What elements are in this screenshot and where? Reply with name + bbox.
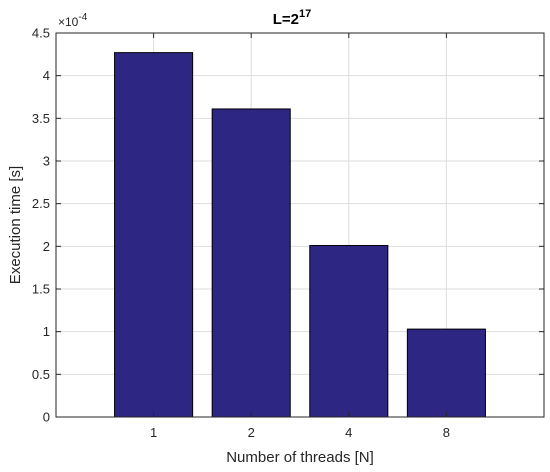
bar-threads-8 [406,328,486,418]
bar-threads-1 [114,52,194,418]
y-tick-label: 4 [43,68,50,83]
y-axis-exponent: ×10-4 [58,12,88,29]
y-tick-label: 2 [43,239,50,254]
y-axis-label: Execution time [s] [7,166,24,284]
y-tick-label: 1 [43,324,50,339]
y-tick-label: 3.5 [32,111,50,126]
y-tick-label: 0.5 [32,367,50,382]
x-tick-label: 8 [443,425,450,440]
y-tick-label: 4.5 [32,26,50,41]
y-axis-exponent-power: -4 [78,12,87,23]
y-tick-label: 1.5 [32,282,50,297]
x-tick-label: 4 [345,425,352,440]
y-tick-label: 0 [43,410,50,425]
y-tick-label: 3 [43,154,50,169]
bars [114,52,486,418]
plot-frame [55,32,545,418]
axis-ticks: 1 2 4 8 0 0.5 1 1.5 2 2.5 3 3.5 4 4.5 [32,26,544,440]
chart-title-superscript: 17 [299,8,311,20]
x-tick-label: 1 [150,425,157,440]
x-axis-label: Number of threads [N] [226,449,374,466]
bar-threads-4 [309,244,389,418]
bar-threads-2 [211,108,291,418]
x-tick-label: 2 [248,425,255,440]
y-tick-label: 2.5 [32,196,50,211]
chart-title: L=217 [273,8,312,28]
